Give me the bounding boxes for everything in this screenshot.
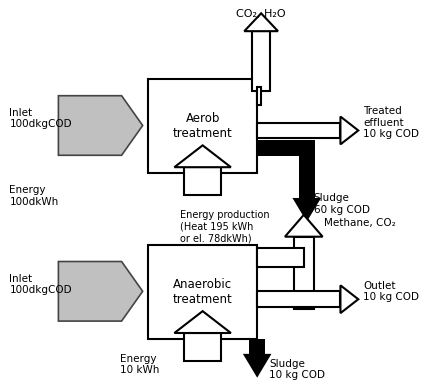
Polygon shape: [244, 13, 278, 31]
Polygon shape: [341, 286, 358, 313]
Polygon shape: [174, 145, 231, 167]
Bar: [257, 87, 261, 105]
Bar: [184, 167, 221, 195]
Text: Outlet
10 kg COD: Outlet 10 kg COD: [363, 280, 419, 302]
Bar: [148, 245, 257, 339]
Polygon shape: [58, 96, 143, 155]
Text: CO₂, H₂O: CO₂, H₂O: [236, 9, 286, 19]
Polygon shape: [293, 198, 321, 222]
Bar: [249, 339, 265, 354]
Bar: [257, 291, 341, 307]
Polygon shape: [58, 261, 143, 321]
Text: Sludge
60 kg COD: Sludge 60 kg COD: [313, 193, 370, 215]
Polygon shape: [285, 215, 323, 237]
Bar: [252, 31, 270, 91]
Text: Energy production
(Heat 195 kWh
or el. 78dkWh): Energy production (Heat 195 kWh or el. 7…: [180, 210, 269, 243]
Text: Inlet
100dkgCOD: Inlet 100dkgCOD: [9, 273, 72, 295]
Bar: [294, 237, 313, 309]
Text: Aerob
treatment: Aerob treatment: [173, 112, 232, 140]
Bar: [257, 123, 341, 138]
Text: Anaerobic
treatment: Anaerobic treatment: [173, 278, 232, 306]
Polygon shape: [174, 311, 231, 333]
Bar: [257, 140, 307, 156]
Bar: [184, 333, 221, 361]
Text: Methane, CO₂: Methane, CO₂: [324, 218, 395, 228]
Text: Treated
effluent
10 kg COD: Treated effluent 10 kg COD: [363, 106, 419, 139]
Text: Inlet
100dkgCOD: Inlet 100dkgCOD: [9, 108, 72, 130]
Text: Sludge
10 kg COD: Sludge 10 kg COD: [269, 359, 325, 380]
Bar: [148, 79, 257, 173]
Polygon shape: [243, 354, 272, 378]
Bar: [257, 248, 304, 268]
Text: Energy
100dkWh: Energy 100dkWh: [9, 185, 58, 207]
Polygon shape: [341, 117, 358, 144]
Bar: [299, 140, 315, 198]
Text: Energy
10 kWh: Energy 10 kWh: [120, 354, 160, 375]
